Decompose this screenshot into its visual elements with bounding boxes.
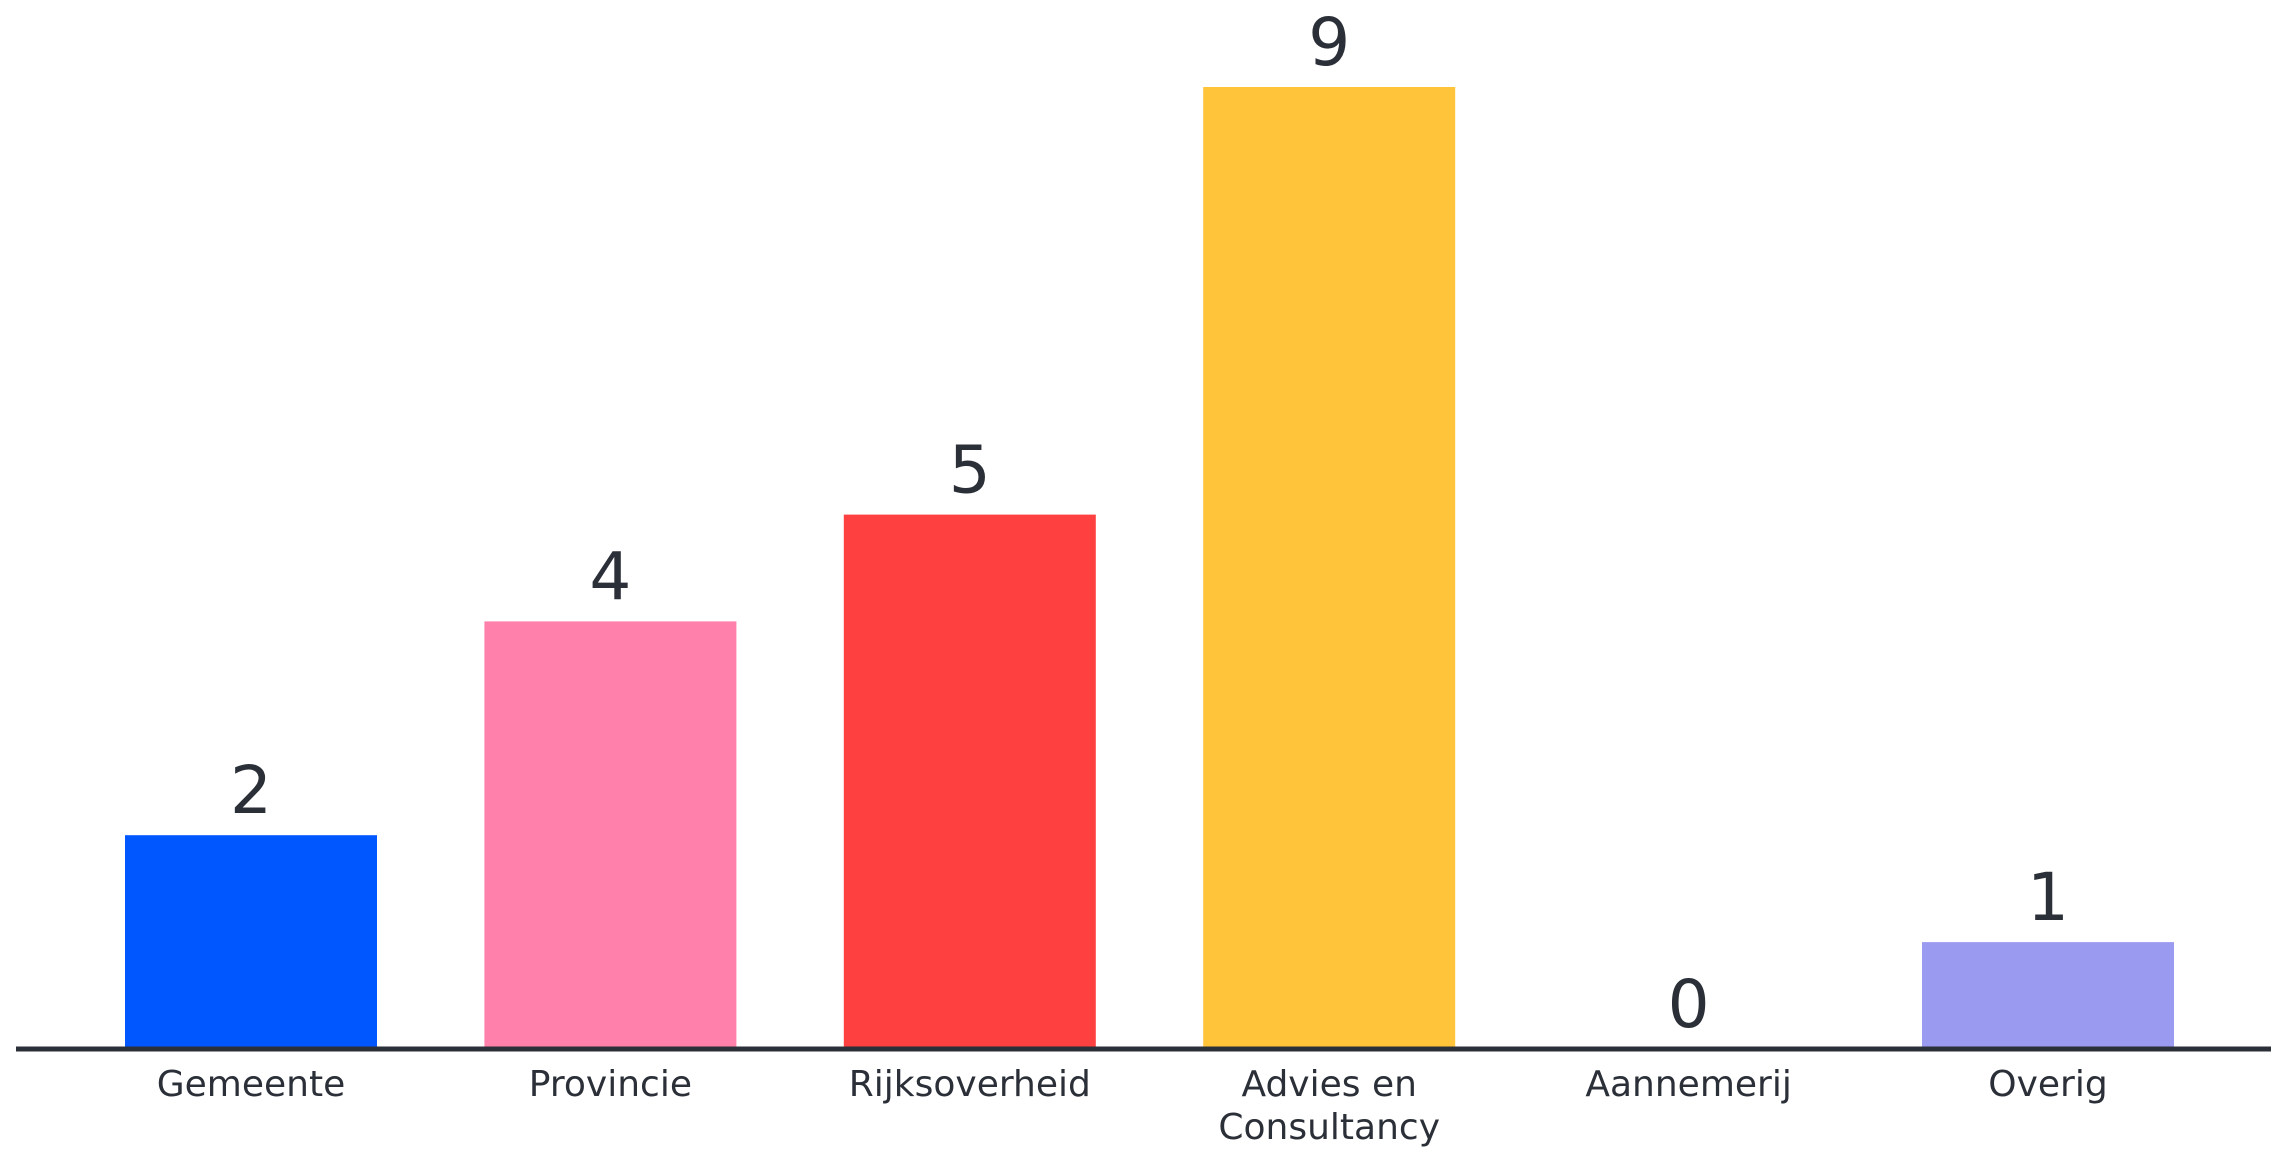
category-label-0: Gemeente: [157, 1064, 346, 1105]
value-label-1: 4: [589, 538, 631, 615]
category-label-2: Rijksoverheid: [849, 1064, 1091, 1105]
value-label-0: 2: [230, 752, 272, 829]
category-label-3-line-0: Advies en: [1241, 1064, 1416, 1105]
bar-5: [1922, 942, 2174, 1049]
category-labels-group: Gemeente Provincie Rijksoverheid Advies enC…: [157, 1064, 2108, 1148]
category-label-3-line-1: Consultancy: [1218, 1107, 1440, 1148]
bar-0: [125, 835, 377, 1049]
bars-group: [125, 87, 2174, 1049]
category-label-5: Overig: [1988, 1064, 2107, 1105]
category-label-1: Provincie: [529, 1064, 692, 1105]
category-label-4: Aannemerij: [1585, 1064, 1792, 1105]
bar-1: [484, 621, 737, 1049]
value-label-5: 1: [2027, 859, 2069, 936]
value-labels-group: 2 4 5 9 0 1: [230, 4, 2069, 1043]
bar-3: [1203, 87, 1456, 1049]
value-label-4: 0: [1668, 966, 1710, 1043]
bar-2: [843, 514, 1096, 1049]
value-label-2: 5: [949, 432, 991, 509]
value-label-3: 9: [1308, 4, 1350, 81]
